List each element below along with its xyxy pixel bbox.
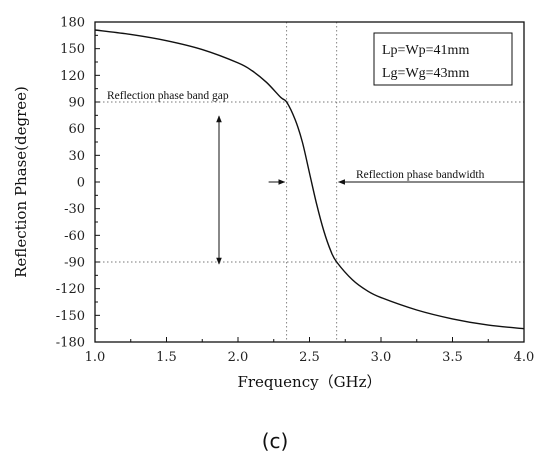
legend: Lp=Wp=41mm Lg=Wg=43mm <box>373 32 513 86</box>
x-tick-label: 4.0 <box>514 350 535 365</box>
bandwidth-annotation: Reflection phase bandwidth <box>356 169 485 181</box>
x-tick-label: 2.0 <box>228 350 249 365</box>
reflection-phase-line <box>94 29 525 330</box>
x-axis: 1.0 1.5 2.0 2.5 3.0 3.5 4.0 <box>85 337 535 365</box>
y-tick-label: 30 <box>68 149 85 164</box>
y-tick-label: 0 <box>77 176 85 191</box>
x-tick-label: 1.5 <box>156 350 177 365</box>
legend-entry-1: Lp=Wp=41mm <box>382 43 469 58</box>
x-axis-label: Frequency（GHz） <box>237 373 381 391</box>
figure-caption: (c) <box>262 429 289 453</box>
y-tick-label: 60 <box>68 122 85 137</box>
y-tick-label: -30 <box>64 202 85 217</box>
y-axis: 180 150 120 90 60 30 0 -30 -60 -90 -120 -150 -180 <box>56 16 100 351</box>
reference-lines <box>95 22 524 342</box>
x-tick-label: 2.5 <box>299 350 320 365</box>
y-tick-label: 90 <box>68 96 85 111</box>
y-tick-label: 150 <box>60 42 85 57</box>
y-tick-label: -90 <box>64 256 85 271</box>
legend-box <box>373 32 513 86</box>
x-tick-label: 3.0 <box>371 350 392 365</box>
x-tick-label: 1.0 <box>85 350 106 365</box>
y-tick-label: 180 <box>60 16 85 31</box>
y-tick-label: -120 <box>56 282 85 297</box>
y-tick-label: 120 <box>60 69 85 84</box>
band-gap-annotation: Reflection phase band gap <box>107 90 229 102</box>
y-tick-label: -60 <box>64 229 85 244</box>
y-tick-label: -150 <box>56 309 85 324</box>
legend-entry-2: Lg=Wg=43mm <box>382 66 469 81</box>
y-axis-label: Reflection Phase(degree) <box>12 86 30 278</box>
x-tick-label: 3.5 <box>442 350 463 365</box>
y-tick-label: -180 <box>56 336 85 351</box>
